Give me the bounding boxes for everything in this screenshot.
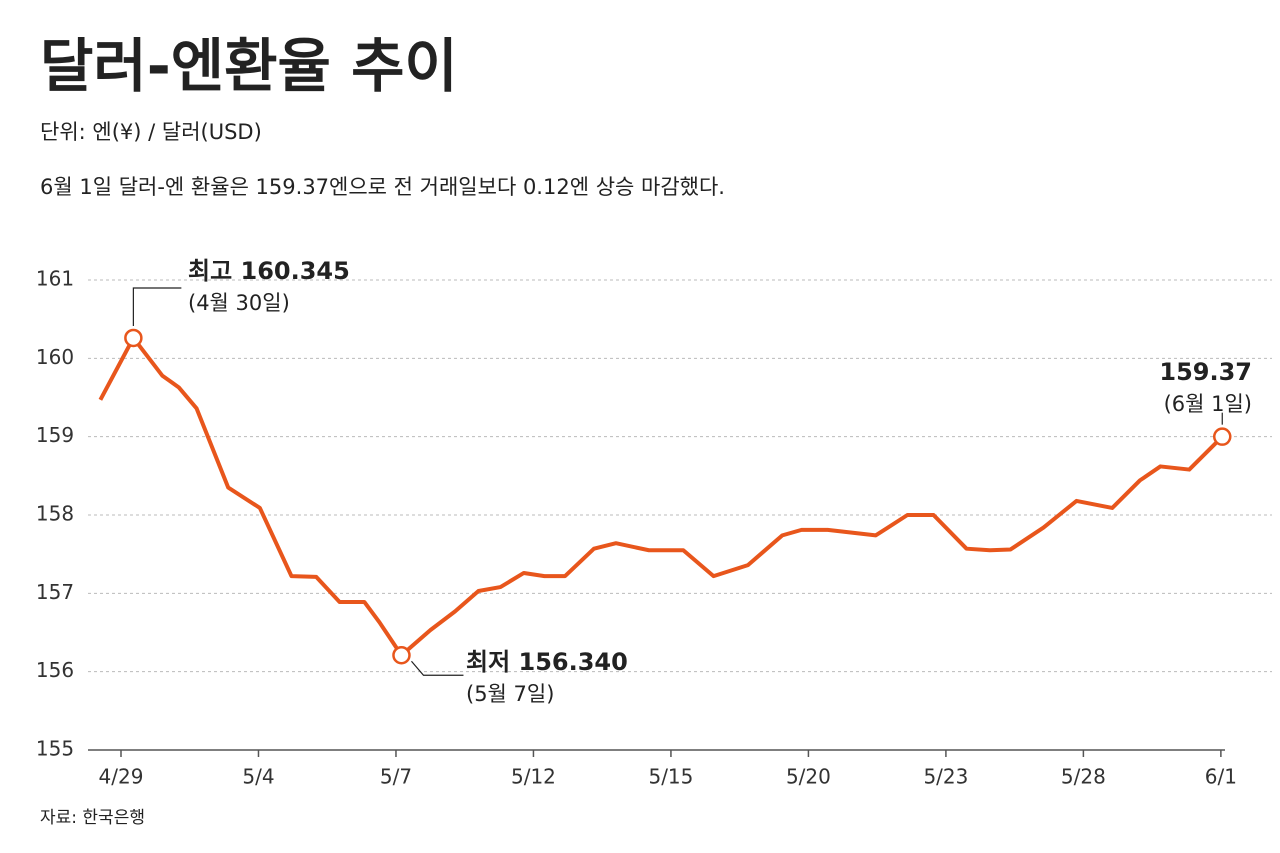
chart-title: 달러-엔환율 추이 [40, 32, 458, 100]
chart-subtitle: 단위: 엔(¥) / 달러(USD) [40, 120, 262, 144]
annotation-connector [132, 287, 182, 326]
highlight-point [124, 328, 143, 348]
source: 자료: 한국은행 [40, 808, 145, 828]
x-tick-label: 5/28 [1061, 765, 1106, 789]
x-tick-label: 5/7 [380, 765, 412, 789]
line [98, 335, 1224, 658]
annotation-detail: (5월 7일) [466, 682, 554, 706]
highlight-point [392, 645, 411, 665]
annotation-detail: (6월 1일) [1164, 392, 1252, 416]
x-tick-label: 6/1 [1205, 765, 1237, 789]
y-tick-label: 157 [36, 580, 74, 604]
chart-description: 6월 1일 달러-엔 환율은 159.37엔으로 전 거래일보다 0.12엔 상… [40, 175, 725, 199]
x-tick-label: 4/29 [99, 765, 144, 789]
y-tick-label: 156 [36, 658, 74, 682]
annotation-label: 159.37 [1159, 358, 1252, 386]
y-tick-label: 158 [36, 502, 74, 526]
annotation-label: 최저 156.340 [466, 648, 628, 676]
y-tick-label: 159 [36, 423, 74, 447]
y-tick-label: 161 [36, 267, 74, 291]
annotation-connector [411, 660, 464, 676]
x-tick-label: 5/20 [786, 765, 831, 789]
y-tick-label: 160 [36, 345, 74, 369]
x-tick-label: 5/23 [923, 765, 968, 789]
annotation-detail: (4월 30일) [188, 291, 290, 315]
annotation-label: 최고 160.345 [188, 257, 350, 285]
x-tick-label: 5/15 [648, 765, 693, 789]
x-tick-label: 5/4 [242, 765, 274, 789]
y-tick-label: 155 [36, 737, 74, 761]
x-tick-label: 5/12 [511, 765, 556, 789]
highlight-point [1213, 427, 1232, 446]
